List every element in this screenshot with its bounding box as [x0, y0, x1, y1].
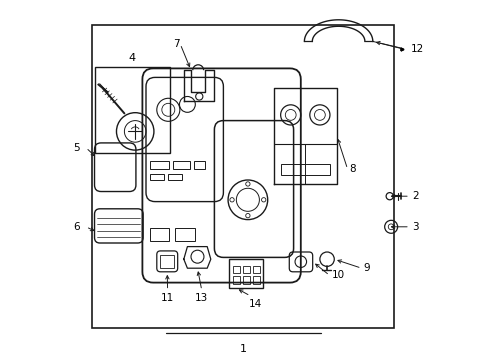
Bar — [175, 228, 195, 241]
Bar — [233, 276, 240, 284]
Bar — [233, 266, 240, 273]
Bar — [160, 255, 174, 268]
Text: 6: 6 — [74, 222, 80, 232]
Text: 10: 10 — [331, 270, 344, 280]
Bar — [253, 266, 260, 273]
Bar — [149, 228, 170, 241]
Bar — [243, 266, 250, 273]
Text: 14: 14 — [249, 299, 263, 309]
Bar — [229, 259, 263, 288]
Bar — [194, 161, 205, 169]
Text: 7: 7 — [173, 39, 180, 49]
Text: 2: 2 — [413, 191, 419, 201]
Bar — [168, 174, 182, 180]
Text: 12: 12 — [411, 44, 424, 54]
Bar — [281, 164, 330, 175]
Text: 5: 5 — [74, 143, 80, 153]
Bar — [253, 276, 260, 284]
Bar — [149, 161, 170, 169]
Text: 8: 8 — [349, 164, 356, 174]
Bar — [243, 276, 250, 284]
Bar — [92, 25, 394, 328]
Text: 9: 9 — [364, 263, 370, 273]
Text: 1: 1 — [240, 344, 246, 354]
Text: 11: 11 — [161, 293, 174, 303]
Bar — [95, 67, 170, 153]
Text: 13: 13 — [195, 293, 208, 303]
Text: 4: 4 — [129, 53, 136, 63]
Bar — [173, 161, 190, 169]
Text: 3: 3 — [413, 222, 419, 232]
Bar — [149, 174, 164, 180]
